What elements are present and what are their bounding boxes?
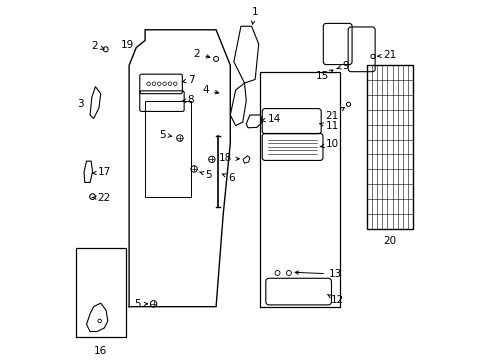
Text: 12: 12 [327, 294, 343, 305]
Text: 2: 2 [91, 41, 104, 51]
Text: 21: 21 [377, 50, 396, 60]
Text: 19: 19 [121, 40, 134, 50]
Text: 9: 9 [336, 61, 348, 71]
Text: 6: 6 [222, 173, 235, 183]
Text: 20: 20 [382, 237, 395, 246]
Text: 15: 15 [315, 70, 332, 81]
Text: 2: 2 [193, 49, 209, 59]
Text: 5: 5 [134, 299, 147, 309]
Text: 10: 10 [319, 139, 338, 149]
Text: 5: 5 [159, 130, 171, 140]
Text: 18: 18 [218, 153, 239, 163]
Text: 5: 5 [199, 170, 211, 180]
Text: 22: 22 [92, 193, 111, 203]
Text: 13: 13 [295, 269, 342, 279]
Text: 21: 21 [325, 107, 344, 121]
Text: 3: 3 [77, 99, 83, 109]
Text: 4: 4 [202, 85, 218, 95]
Text: 11: 11 [319, 121, 338, 131]
Text: 14: 14 [261, 113, 280, 123]
Text: 16: 16 [94, 346, 107, 356]
Text: 17: 17 [92, 167, 111, 177]
Text: 8: 8 [182, 95, 194, 105]
Text: 1: 1 [251, 7, 258, 24]
Text: 7: 7 [182, 75, 194, 85]
